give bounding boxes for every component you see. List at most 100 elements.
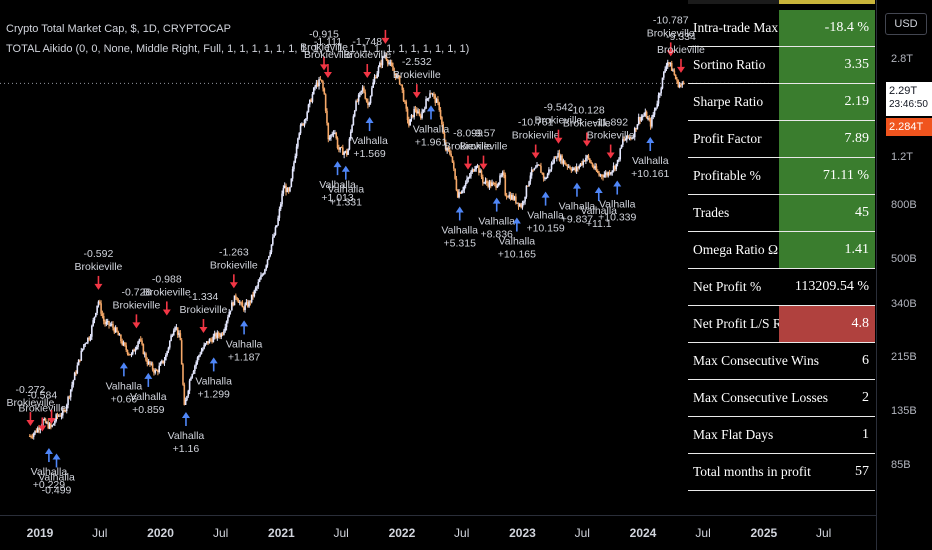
stats-value: 1 bbox=[862, 427, 869, 442]
candle-body bbox=[390, 62, 393, 67]
candle-body bbox=[594, 166, 596, 169]
candle-body bbox=[392, 66, 394, 71]
candle-body bbox=[339, 147, 341, 150]
stats-row: Intra-trade Max DD -18.4 % bbox=[688, 10, 875, 47]
candle-body bbox=[213, 333, 216, 337]
candle-body bbox=[232, 302, 234, 306]
currency-button[interactable]: USD bbox=[885, 13, 927, 35]
candle-body bbox=[680, 84, 682, 86]
candle-body bbox=[553, 157, 555, 163]
signal-value: -0.915 bbox=[309, 28, 339, 40]
candle-body bbox=[233, 295, 236, 306]
time-tick-label: 2023 bbox=[509, 526, 536, 540]
stats-value: 71.11 % bbox=[779, 158, 875, 194]
candle-body bbox=[273, 234, 275, 238]
candle-body bbox=[158, 365, 161, 373]
candle-body bbox=[30, 436, 32, 438]
candle-body bbox=[327, 122, 330, 140]
candle-body bbox=[130, 353, 133, 356]
stats-value: 57 bbox=[855, 464, 869, 479]
buy-signal: Valhalla+0.229 bbox=[31, 448, 67, 491]
candle-body bbox=[570, 168, 573, 171]
candle-body bbox=[603, 174, 606, 178]
candle-body bbox=[269, 252, 271, 257]
stats-value: 2 bbox=[862, 390, 869, 405]
candle-body bbox=[163, 360, 166, 364]
candle-body bbox=[578, 165, 581, 169]
buy-arrow-head bbox=[341, 165, 350, 172]
candle-body bbox=[417, 111, 419, 114]
current-price: 2.29T bbox=[889, 85, 918, 97]
candle-body bbox=[149, 361, 151, 365]
candle-body bbox=[217, 332, 220, 336]
indicator-legend[interactable]: TOTAL Aikido (0, 0, None, Middle Right, … bbox=[6, 43, 470, 55]
candle-body bbox=[54, 421, 56, 424]
candle-body bbox=[274, 227, 277, 235]
buy-arrow-head bbox=[613, 180, 622, 187]
candle-body bbox=[382, 56, 385, 58]
candle-body bbox=[496, 185, 499, 188]
buy-arrow-head bbox=[181, 412, 190, 419]
buy-arrow-head bbox=[365, 117, 374, 124]
time-tick-label: 2021 bbox=[268, 526, 295, 540]
signal-value: -0.272 bbox=[16, 384, 46, 396]
candle-body bbox=[546, 173, 549, 179]
candle-body bbox=[434, 95, 437, 103]
candle-body bbox=[60, 415, 63, 417]
candle-body bbox=[209, 339, 212, 341]
candle-body bbox=[95, 313, 97, 317]
candle-body bbox=[462, 189, 464, 192]
candle-body bbox=[290, 178, 293, 187]
stats-label: Profitable % bbox=[693, 168, 761, 183]
buy-signal: Valhalla+1.16 bbox=[168, 412, 204, 455]
buy-signal: Valhalla+10.165 bbox=[498, 217, 536, 261]
candle-body bbox=[562, 160, 565, 164]
candle-body bbox=[674, 74, 677, 80]
candle-body bbox=[106, 321, 109, 323]
candle-body bbox=[59, 415, 61, 417]
time-tick-label: 2022 bbox=[388, 526, 416, 540]
stats-row: Sortino Ratio 3.35 bbox=[688, 47, 875, 84]
candle-body bbox=[141, 340, 143, 345]
candle-body bbox=[478, 165, 480, 173]
candle-body bbox=[408, 120, 410, 126]
candle-body bbox=[678, 84, 681, 88]
candle-body bbox=[558, 153, 561, 161]
stats-value: 7.89 bbox=[779, 121, 875, 157]
candle-body bbox=[591, 163, 594, 167]
candle-body bbox=[168, 340, 171, 348]
candle-body bbox=[673, 70, 676, 75]
candle-body bbox=[295, 146, 298, 157]
candle-body bbox=[414, 108, 417, 110]
candle-body bbox=[475, 166, 478, 170]
sell-arrow-head bbox=[554, 137, 563, 144]
candle-body bbox=[421, 111, 423, 118]
candle-body bbox=[286, 188, 289, 193]
candle-body bbox=[538, 164, 541, 166]
candle-body bbox=[87, 337, 89, 343]
candle-body bbox=[627, 135, 629, 139]
time-axis[interactable]: 2019 Jul 2020 Jul 2021 Jul 2022 Jul 2023 Jul 2024 J… bbox=[0, 515, 876, 550]
candle-body bbox=[83, 344, 85, 349]
candle-body bbox=[620, 144, 623, 149]
candle-body bbox=[293, 162, 295, 170]
stats-label: Max Consecutive Losses bbox=[693, 390, 828, 405]
stats-label: Intra-trade Max DD bbox=[693, 20, 801, 35]
candle-body bbox=[245, 302, 248, 305]
candle-body bbox=[513, 196, 516, 200]
price-chart[interactable]: -0.272Brokieville-0.584BrokievilleValhal… bbox=[0, 0, 876, 515]
candle-body bbox=[500, 175, 503, 177]
stats-value: 6 bbox=[862, 353, 869, 368]
candle-body bbox=[175, 327, 178, 329]
candle-body bbox=[51, 425, 54, 427]
candle-body bbox=[375, 77, 377, 79]
candle-body bbox=[583, 160, 586, 162]
candle-body bbox=[599, 174, 602, 176]
candle-body bbox=[464, 183, 467, 186]
chart-area[interactable]: -0.272 Brokieville -0.584 Brokieville Valhal… bbox=[0, 0, 876, 515]
signal-name: Brokieville bbox=[587, 130, 635, 142]
candle-body bbox=[316, 82, 319, 87]
price-tick-label: 500B bbox=[891, 253, 917, 266]
candle-body bbox=[58, 415, 60, 417]
